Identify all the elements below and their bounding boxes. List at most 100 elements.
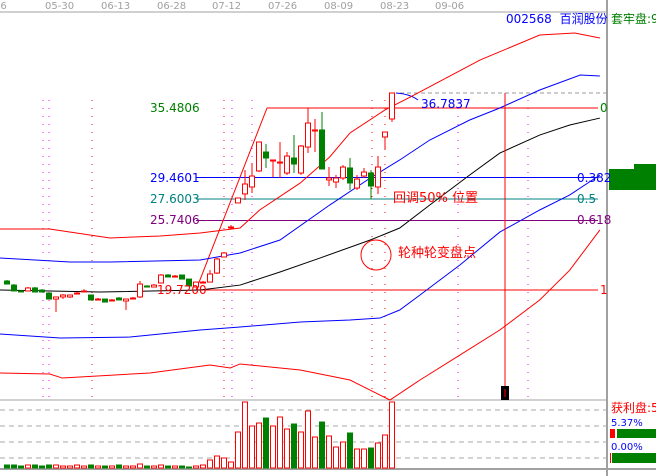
candle-down	[116, 297, 122, 301]
candle-down	[39, 289, 45, 293]
volume-bar	[214, 455, 220, 469]
candle-up	[221, 252, 227, 258]
date-tick: 05-30	[45, 1, 75, 12]
volume-bar	[46, 464, 52, 469]
candle-up	[382, 131, 388, 138]
stock-title: 002568 百润股份	[506, 13, 608, 25]
volume-bar	[270, 425, 276, 469]
volume-bar	[319, 421, 325, 469]
profit-pct-2: 0.00%	[611, 442, 643, 453]
candle-up	[333, 177, 339, 183]
volume-bar	[284, 428, 290, 469]
candle-up	[214, 258, 220, 274]
profit-chips-label: 获利盘:5	[611, 401, 656, 415]
volume-bar	[333, 446, 339, 469]
indicator-line	[0, 117, 601, 293]
trapped-chips-label: 套牢盘:9	[611, 12, 656, 26]
candle-up	[81, 290, 87, 293]
volume-bar	[95, 465, 101, 469]
candle-up	[242, 183, 248, 195]
volume-bar	[221, 457, 227, 469]
date-tick: 08-09	[324, 1, 354, 12]
candle-down	[32, 287, 38, 293]
volume-bar	[39, 465, 45, 469]
volume-bar	[207, 459, 213, 469]
turn-point-annotation: 轮种轮变盘点	[398, 246, 477, 261]
candle-down	[186, 278, 192, 287]
volume-bar	[144, 465, 150, 469]
pullback-annotation: 回调50% 位置	[393, 191, 479, 206]
indicator-line	[0, 32, 600, 239]
volume-bar	[193, 465, 199, 469]
fib-price-label: 19.7200	[157, 283, 207, 298]
chip-distribution-bar	[609, 185, 656, 190]
candle-up	[375, 166, 381, 188]
candle-down	[18, 290, 24, 293]
candle-up	[354, 178, 360, 189]
candle-up	[340, 166, 346, 179]
candle-up	[277, 161, 283, 164]
volume-bar	[158, 464, 164, 469]
volume-bar	[60, 465, 66, 469]
candle-up	[158, 274, 164, 284]
volume-bar	[25, 464, 31, 469]
fib-price-label: 27.6003	[150, 192, 200, 207]
volume-bar	[165, 465, 171, 469]
high-price-label: 36.7837	[421, 97, 471, 111]
fib-price-label: 29.4601	[150, 170, 200, 185]
candle-up	[249, 175, 255, 188]
candle-down	[46, 292, 52, 300]
volume-bar	[382, 434, 388, 469]
fib-ratio-label: 1	[600, 283, 608, 298]
profit-pct-1: 5.37%	[611, 418, 643, 429]
volume-bar	[263, 417, 269, 469]
fib-price-label: 25.7406	[150, 213, 200, 228]
volume-bar	[347, 432, 353, 469]
candle-up	[25, 287, 31, 292]
volume-bar	[179, 465, 185, 469]
candle-down	[165, 274, 171, 278]
candle-down	[263, 151, 269, 159]
candle-up	[67, 294, 73, 298]
fib-ratio-label: 0.618	[577, 213, 612, 228]
candle-up	[53, 296, 59, 300]
high-pointer	[395, 92, 419, 101]
candle-down	[144, 285, 150, 288]
date-tick: 16	[0, 1, 7, 12]
candle-up	[312, 129, 318, 132]
volume-bar	[375, 442, 381, 469]
volume-bar	[4, 464, 10, 469]
candle-up	[228, 226, 234, 229]
indicator-line	[0, 174, 601, 339]
fib-ratio-label: 0.5	[577, 192, 597, 207]
candle-down	[11, 284, 17, 292]
volume-bar	[354, 448, 360, 469]
volume-bar	[200, 464, 206, 469]
profit-bar-red	[610, 429, 615, 438]
volume-bar	[130, 465, 136, 469]
volume-bar	[123, 465, 129, 469]
volume-bar	[361, 448, 367, 469]
volume-bar	[249, 425, 255, 469]
candle-up	[361, 171, 367, 177]
candle-up	[326, 177, 332, 181]
candle-up	[298, 145, 304, 174]
candle-down	[291, 157, 297, 165]
chip-distribution-bar	[609, 169, 649, 174]
profit-bar-green	[617, 429, 656, 438]
chip-distribution-bar	[609, 177, 656, 182]
volume-bar	[88, 464, 94, 469]
volume-bar	[305, 410, 311, 469]
volume-bar	[298, 431, 304, 469]
fib-diagonal-line	[195, 107, 268, 291]
volume-bar	[151, 465, 157, 469]
volume-bar	[102, 465, 108, 469]
fib-price-label: 35.4806	[150, 101, 200, 115]
volume-bar	[109, 465, 115, 469]
candle-up	[193, 281, 199, 288]
stock-code: 002568	[506, 12, 552, 26]
candle-down	[88, 294, 94, 301]
profit-bar2-green	[612, 453, 656, 463]
fib-ratio-label: 0	[600, 101, 608, 115]
